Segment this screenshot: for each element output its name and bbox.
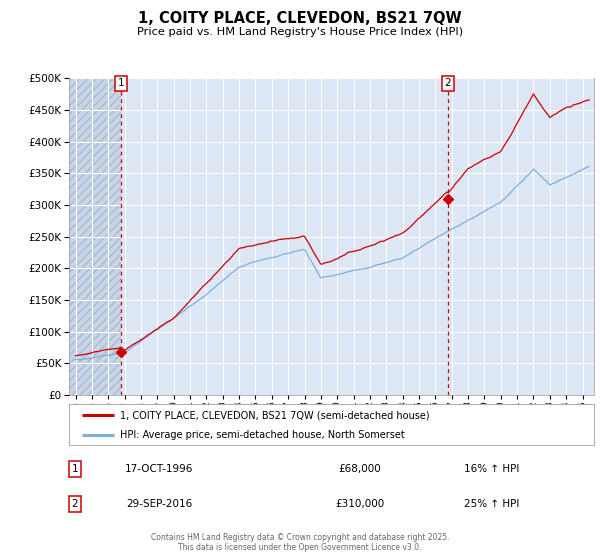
Bar	[69, 78, 121, 395]
Text: £310,000: £310,000	[335, 499, 385, 509]
Text: 1: 1	[71, 464, 79, 474]
Text: Price paid vs. HM Land Registry's House Price Index (HPI): Price paid vs. HM Land Registry's House …	[137, 27, 463, 37]
Bar	[69, 78, 121, 395]
Text: Contains HM Land Registry data © Crown copyright and database right 2025.: Contains HM Land Registry data © Crown c…	[151, 533, 449, 542]
Text: 2: 2	[445, 78, 451, 88]
Text: 2: 2	[71, 499, 79, 509]
Text: HPI: Average price, semi-detached house, North Somerset: HPI: Average price, semi-detached house,…	[121, 431, 405, 440]
Text: 17-OCT-1996: 17-OCT-1996	[125, 464, 193, 474]
Text: 29-SEP-2016: 29-SEP-2016	[126, 499, 192, 509]
Text: 1, COITY PLACE, CLEVEDON, BS21 7QW: 1, COITY PLACE, CLEVEDON, BS21 7QW	[138, 11, 462, 26]
Text: This data is licensed under the Open Government Licence v3.0.: This data is licensed under the Open Gov…	[178, 543, 422, 552]
Text: 1, COITY PLACE, CLEVEDON, BS21 7QW (semi-detached house): 1, COITY PLACE, CLEVEDON, BS21 7QW (semi…	[121, 410, 430, 421]
Text: 25% ↑ HPI: 25% ↑ HPI	[464, 499, 520, 509]
Text: £68,000: £68,000	[338, 464, 382, 474]
Text: 16% ↑ HPI: 16% ↑ HPI	[464, 464, 520, 474]
Text: 1: 1	[118, 78, 124, 88]
